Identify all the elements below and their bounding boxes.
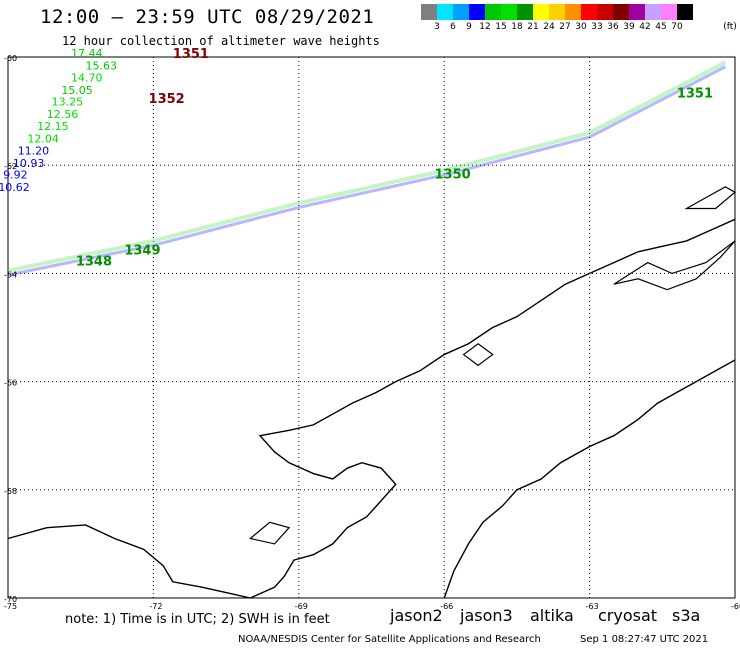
scale-tick-label: 70 [671,22,683,32]
island-outline [684,186,737,210]
scale-tick-label: 24 [543,22,555,32]
longitude-tick-label: -60 [731,602,740,611]
pass-number-label: 1351 [677,87,713,102]
island-outline [462,342,494,367]
longitude-tick-label: -63 [586,602,599,611]
scale-tick-label: 18 [511,22,523,32]
footer-note: note: 1) Time is in UTC; 2) SWH is in fe… [65,612,330,627]
scale-swatch [549,4,565,20]
scale-swatch [485,4,501,20]
swh-value-label: 13.25 [52,96,83,109]
swh-value-label: 12.04 [27,132,58,145]
legend-jason3: jason3 [460,606,513,625]
swh-value-label: 10.62 [0,181,30,194]
scale-tick-label: 21 [527,22,539,32]
longitude-tick-label: -72 [149,602,162,611]
latitude-tick-label: -68 [4,487,17,496]
latitude-tick-label: -62 [4,162,17,171]
scale-swatch [661,4,677,20]
scale-swatch [453,4,469,20]
scale-tick-label: 33 [591,22,603,32]
swh-value-label: 17.44 [71,47,103,60]
scale-tick-label: 36 [607,22,619,32]
longitude-tick-label: -69 [295,602,308,611]
scale-tick-label: 15 [495,22,507,32]
map-title: 12:00 – 23:59 UTC 08/29/2021 [40,6,375,28]
scale-tick-label: 3 [434,22,440,32]
scale-tick-label: 12 [479,22,491,32]
scale-tick-label: 30 [575,22,587,32]
scale-swatch [437,4,453,20]
scale-swatch [565,4,581,20]
wave-height-color-scale [421,4,693,20]
color-scale-labels: 3 6 9 12 15 18 21 24 27 30 33 36 39 42 45 70 (ft) [421,22,740,34]
swh-value-label: 15.05 [61,84,93,97]
legend-cryosat: cryosat [598,606,658,625]
scale-swatch [581,4,597,20]
scale-swatch [597,4,613,20]
legend-s3a: s3a [672,606,701,625]
longitude-tick-label: -75 [4,602,17,611]
latitude-tick-label: -60 [4,54,17,63]
swh-value-label: 10.93 [13,157,44,170]
swh-value-label: 9.92 [3,169,28,182]
map-frame [7,56,736,599]
scale-swatch [421,4,437,20]
scale-swatch [501,4,517,20]
generated-timestamp: Sep 1 08:27:47 UTC 2021 [580,634,709,645]
pass-number-label: 1352 [149,92,185,107]
latitude-tick-label: -66 [4,379,17,388]
scale-tick-label: 42 [639,22,651,32]
swh-value-label: 11.20 [18,144,50,157]
longitude-tick-label: -66 [440,602,453,611]
latitude-tick-label: -64 [4,270,17,279]
scale-unit-label: (ft) [723,22,737,32]
scale-tick-label: 9 [466,22,472,32]
island-outline [249,521,291,545]
scale-swatch [533,4,549,20]
scale-swatch [613,4,629,20]
map-subtitle: 12 hour collection of altimeter wave hei… [62,34,380,48]
pass-number-label: 1351 [173,47,209,62]
jason2-ground-track [7,65,726,277]
coastline [7,218,736,599]
latitude-tick-label: -70 [4,595,17,604]
swh-value-label: 12.56 [47,108,78,121]
swh-value-label: 12.15 [37,120,69,133]
scale-swatch [517,4,533,20]
scale-swatch [677,4,693,20]
scale-tick-label: 39 [623,22,635,32]
credit-line: NOAA/NESDIS Center for Satellite Applica… [238,634,541,645]
swh-value-label: 14.70 [71,71,103,84]
scale-tick-label: 27 [559,22,571,32]
pass-number-label: 1348 [76,254,112,269]
scale-swatch [645,4,661,20]
pass-number-label: 1350 [435,168,471,183]
scale-swatch [629,4,645,20]
scale-swatch [469,4,485,20]
scale-tick-label: 6 [450,22,456,32]
legend-altika: altika [530,606,574,625]
island-outline [613,240,736,291]
scale-tick-label: 45 [655,22,667,32]
legend-jason2: jason2 [390,606,443,625]
swh-value-label: 15.63 [86,59,118,72]
pass-number-label: 1349 [124,243,160,258]
ice-shelf-edge [443,359,736,599]
jason3-ground-track [7,60,727,273]
